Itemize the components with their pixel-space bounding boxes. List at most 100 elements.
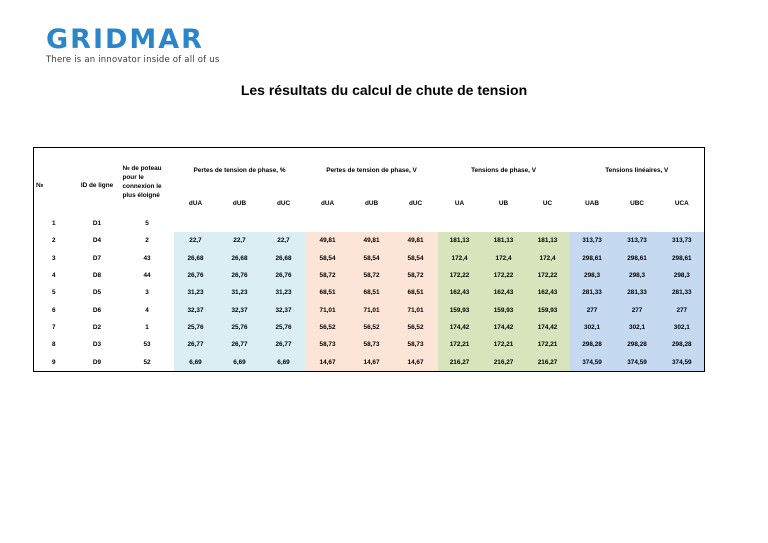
row-value-cell: 22,7	[173, 232, 218, 250]
row-value-cell: 58,72	[393, 266, 438, 285]
row-value-cell: 298,28	[614, 336, 660, 354]
row-pole: 44	[143, 272, 151, 280]
subheader-cell: UC	[542, 200, 553, 207]
row-value-cell: 298,3	[659, 266, 705, 285]
table-row: 2 D4 2 22,7 22,7 22,7 49,81 49,81 49,81 181,13 181…	[34, 232, 705, 250]
row-value-cell: 172,21	[481, 336, 526, 354]
row-value-cell: 68,51	[305, 284, 350, 302]
row-value-cell: 71,01	[393, 301, 438, 319]
row-value-cell	[526, 215, 570, 232]
row-value-cell: 298,28	[569, 336, 615, 354]
row-value-cell: 26,68	[173, 249, 218, 267]
row-value-cell: 298,3	[569, 266, 615, 285]
row-line-id: D1	[92, 220, 102, 228]
row-value-cell: 298,61	[659, 249, 705, 267]
row-value-cell: 26,77	[217, 336, 262, 354]
row-value-cell: 56,52	[393, 318, 438, 337]
table-row: 3 D7 43 26,68 26,68 26,68 58,54 58,54 58,54 172,4…	[34, 249, 705, 267]
row-value-cell: 26,68	[261, 249, 306, 267]
row-value-cell: 14,67	[393, 353, 438, 372]
row-value-cell: 298,61	[614, 249, 660, 267]
row-value-cell: 25,76	[261, 318, 306, 337]
row-number: 9	[51, 358, 56, 366]
subheader-cell: UA	[454, 200, 465, 207]
row-number: 8	[51, 341, 56, 349]
row-value-cell	[615, 215, 660, 232]
group-header-loss-pct: Pertes de tension de phase, %	[193, 166, 286, 174]
row-value-cell: 281,33	[659, 284, 705, 302]
row-value-cell: 58,73	[305, 336, 350, 354]
row-value-cell	[570, 215, 615, 232]
subheader-cell: UCA	[674, 200, 689, 207]
row-value-cell: 25,76	[173, 318, 218, 337]
row-value-cell: 14,67	[305, 353, 350, 372]
row-value-cell	[306, 215, 350, 232]
row-value-cell: 313,73	[659, 232, 705, 250]
col-header-pole: № de poteau pour le connexion le plus él…	[122, 165, 162, 199]
subheader-cell: dUA	[188, 200, 203, 207]
row-value-cell: 172,4	[437, 249, 482, 267]
row-number: 4	[51, 272, 56, 280]
row-value-cell: 277	[569, 301, 615, 319]
page-title: Les résultats du calcul de chute de tens…	[240, 82, 528, 98]
subheader-cell: dUC	[408, 200, 423, 207]
row-value-cell: 181,13	[481, 232, 526, 250]
row-value-cell: 281,33	[614, 284, 660, 302]
subheader-cell: dUA	[320, 200, 335, 207]
row-value-cell: 159,93	[525, 301, 570, 319]
row-value-cell	[482, 215, 526, 232]
logo-tagline: There is an innovator inside of all of u…	[46, 55, 220, 65]
row-number: 6	[51, 306, 56, 314]
subheader-cell: UBC	[630, 200, 644, 207]
row-value-cell: 49,81	[393, 232, 438, 250]
row-pole: 43	[143, 254, 151, 262]
row-value-cell	[262, 215, 306, 232]
table-row: 9 D9 52 6,69 6,69 6,69 14,67 14,67 14,67 216,27 21…	[34, 353, 705, 372]
table-header-row: № ID de ligne № de poteau pour le connex…	[34, 148, 705, 199]
row-value-cell: 172,22	[525, 266, 570, 285]
row-value-cell: 302,1	[614, 318, 660, 337]
row-value-cell: 68,51	[393, 284, 438, 302]
table-row: 5 D5 3 31,23 31,23 31,23 68,51 68,51 68,51 162,43…	[34, 284, 705, 302]
row-value-cell: 374,59	[569, 353, 615, 372]
row-value-cell: 26,76	[173, 266, 218, 285]
row-value-cell: 298,3	[614, 266, 660, 285]
row-value-cell: 6,69	[217, 353, 262, 372]
subheader-cell: dUC	[276, 200, 291, 207]
table-subheader-row: dUA dUB dUC dUA dUB dUC UA UB UC UAB UBC…	[34, 192, 705, 215]
row-value-cell: 56,52	[349, 318, 394, 337]
row-value-cell: 31,23	[173, 284, 218, 302]
table-row: 6 D6 4 32,37 32,37 32,37 71,01 71,01 71,01 159,93…	[34, 301, 705, 319]
table-row: 7 D2 1 25,76 25,76 25,76 56,52 56,52 56,52 174,42…	[34, 318, 705, 337]
row-value-cell	[218, 215, 262, 232]
row-value-cell: 277	[659, 301, 705, 319]
row-value-cell: 49,81	[349, 232, 394, 250]
row-line-id: D5	[92, 289, 102, 297]
row-line-id: D6	[92, 306, 102, 314]
row-value-cell: 26,76	[217, 266, 262, 285]
row-value-cell: 277	[614, 301, 660, 319]
subheader-cell: UAB	[585, 200, 599, 207]
subheader-cell: dUB	[232, 200, 247, 207]
row-value-cell: 162,43	[437, 284, 482, 302]
table-body: 1 D1 5 2 D4 2 22,7 22,7 22,7 49,81 49,81 49,81 181,1…	[34, 215, 705, 372]
row-value-cell: 313,73	[614, 232, 660, 250]
row-value-cell: 181,13	[437, 232, 482, 250]
row-pole: 52	[143, 358, 151, 366]
row-value-cell: 71,01	[305, 301, 350, 319]
row-value-cell: 172,4	[525, 249, 570, 267]
row-line-id: D2	[92, 323, 102, 331]
row-value-cell: 174,42	[437, 318, 482, 337]
group-header-line-voltage: Tensions linéaires, V	[605, 166, 669, 174]
row-value-cell: 58,72	[305, 266, 350, 285]
row-pole: 2	[145, 237, 149, 245]
row-value-cell: 58,73	[349, 336, 394, 354]
row-value-cell: 32,37	[217, 301, 262, 319]
row-value-cell: 174,42	[525, 318, 570, 337]
row-value-cell: 58,54	[393, 249, 438, 267]
table-row: 1 D1 5	[34, 215, 705, 232]
row-value-cell: 172,21	[525, 336, 570, 354]
row-value-cell: 159,93	[481, 301, 526, 319]
row-value-cell: 14,67	[349, 353, 394, 372]
row-value-cell: 302,1	[659, 318, 705, 337]
